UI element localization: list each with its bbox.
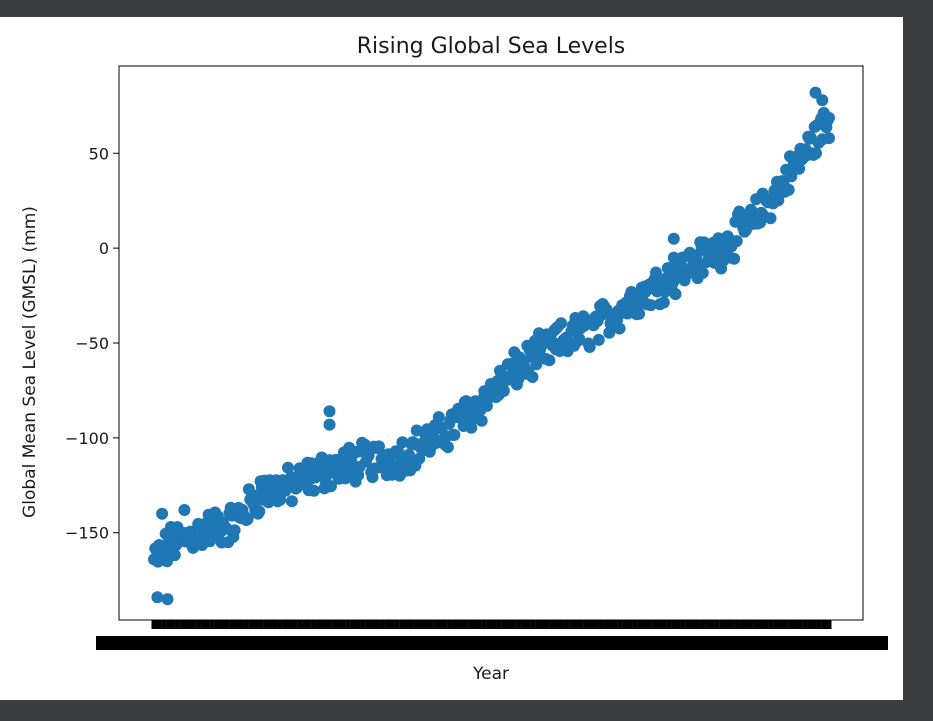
data-point <box>324 480 337 493</box>
data-point <box>228 524 241 537</box>
data-point <box>396 436 409 449</box>
data-point <box>573 333 586 345</box>
data-point <box>555 317 568 330</box>
data-point <box>644 299 657 312</box>
data-point <box>253 505 266 518</box>
data-point <box>432 411 445 424</box>
data-point <box>441 441 454 454</box>
scatter-chart: Rising Global Sea Levels −150−100−50050 … <box>20 34 888 684</box>
y-tick-label: −150 <box>65 524 109 543</box>
data-point <box>178 504 191 516</box>
data-point <box>667 232 680 245</box>
data-points <box>148 86 835 606</box>
data-point <box>323 418 336 431</box>
y-tick-label: 50 <box>89 144 109 163</box>
chart-figure: Rising Global Sea Levels −150 −100 −50 0 50 … <box>0 17 903 700</box>
data-point <box>475 414 488 427</box>
data-point <box>156 507 169 520</box>
data-point <box>603 326 616 339</box>
data-point <box>583 341 596 353</box>
data-point <box>373 440 385 453</box>
data-point <box>410 424 423 437</box>
y-tick-label: −100 <box>65 429 109 448</box>
x-tick-labels-overlapping <box>96 636 888 650</box>
data-point <box>667 251 680 264</box>
data-point <box>650 266 662 279</box>
data-point <box>323 405 336 418</box>
data-point <box>764 212 777 225</box>
data-point <box>772 194 785 207</box>
data-point <box>816 94 829 107</box>
x-axis-ticks <box>96 620 888 650</box>
data-point <box>402 448 415 461</box>
data-point <box>782 183 795 196</box>
data-point <box>543 354 556 367</box>
data-point <box>497 384 510 397</box>
data-point <box>810 147 822 160</box>
data-point <box>793 162 806 175</box>
data-point <box>168 549 181 562</box>
data-point <box>308 484 320 497</box>
y-tick-label: −50 <box>75 334 109 353</box>
y-axis-title: Global Mean Sea Level (GMSL) (mm) <box>20 206 40 518</box>
chart-title: Rising Global Sea Levels <box>357 34 626 59</box>
data-point <box>413 452 426 465</box>
plot-area-frame <box>118 65 864 621</box>
data-point <box>241 513 254 526</box>
data-point <box>669 288 682 301</box>
data-point <box>448 428 461 441</box>
y-axis-ticks: −150 −100 −50 0 50 <box>65 144 119 543</box>
data-point <box>151 591 164 604</box>
data-point <box>730 235 743 248</box>
data-point <box>285 495 298 508</box>
data-point <box>823 111 835 124</box>
data-point <box>728 252 741 265</box>
data-point <box>657 296 670 309</box>
data-point <box>526 371 539 383</box>
data-point <box>282 461 294 474</box>
data-point <box>613 322 626 335</box>
data-point <box>823 132 835 145</box>
y-tick-label: 0 <box>99 239 109 258</box>
x-axis-title: Year <box>472 664 509 684</box>
data-point <box>592 333 605 346</box>
data-point <box>633 307 646 320</box>
data-point <box>339 472 352 485</box>
data-point <box>696 266 709 279</box>
data-point <box>161 593 174 606</box>
